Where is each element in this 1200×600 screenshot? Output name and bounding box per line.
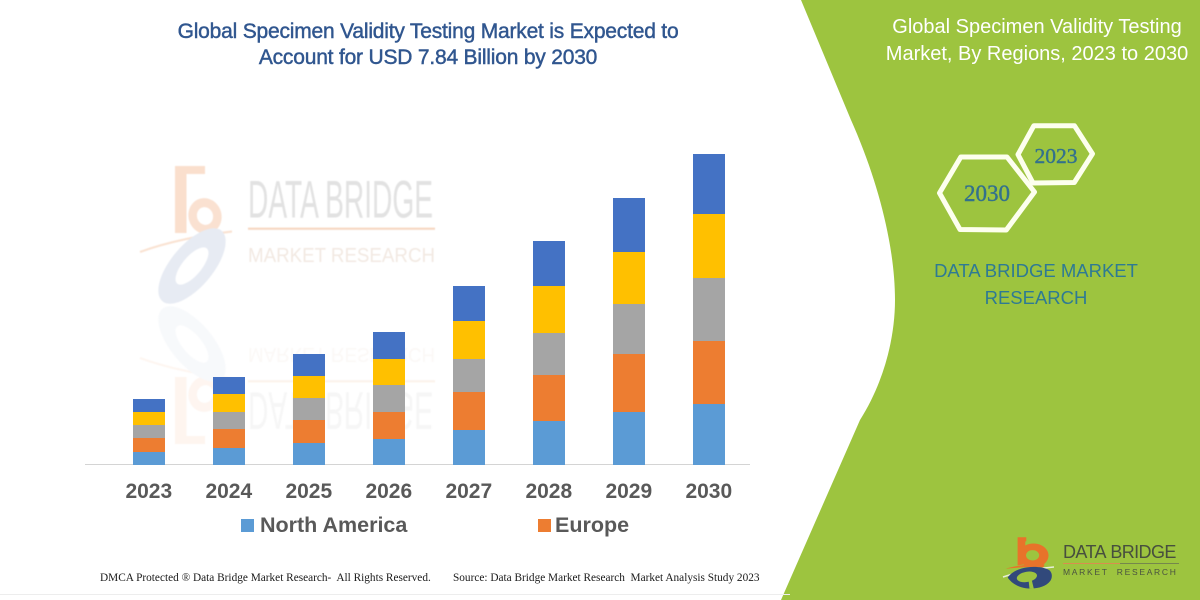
svg-text:MARKET RESEARCH: MARKET RESEARCH <box>248 245 435 267</box>
svg-text:DATA BRIDGE: DATA BRIDGE <box>248 171 433 230</box>
